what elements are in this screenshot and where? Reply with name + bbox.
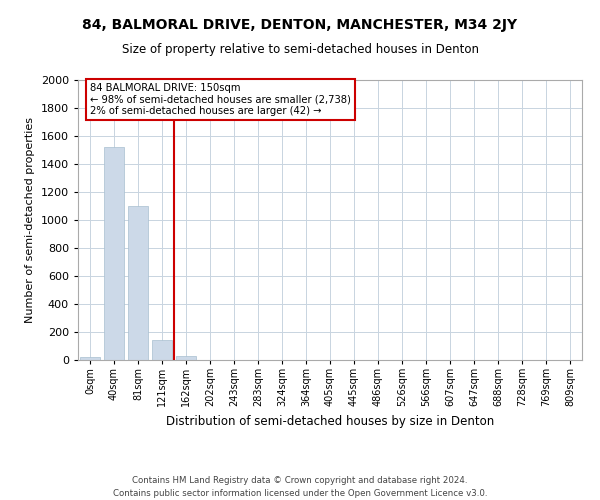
Text: Contains HM Land Registry data © Crown copyright and database right 2024.
Contai: Contains HM Land Registry data © Crown c… (113, 476, 487, 498)
Bar (104, 147, 124, 360)
Bar (176, 356, 196, 360)
Bar (128, 206, 148, 360)
Text: 84, BALMORAL DRIVE, DENTON, MANCHESTER, M34 2JY: 84, BALMORAL DRIVE, DENTON, MANCHESTER, … (82, 18, 518, 32)
X-axis label: Distribution of semi-detached houses by size in Denton: Distribution of semi-detached houses by … (166, 414, 494, 428)
Bar (80, 358, 100, 360)
Text: Size of property relative to semi-detached houses in Denton: Size of property relative to semi-detach… (121, 42, 479, 56)
Bar (152, 340, 172, 360)
Text: 84 BALMORAL DRIVE: 150sqm
← 98% of semi-detached houses are smaller (2,738)
2% o: 84 BALMORAL DRIVE: 150sqm ← 98% of semi-… (91, 83, 352, 116)
Y-axis label: Number of semi-detached properties: Number of semi-detached properties (25, 117, 35, 323)
